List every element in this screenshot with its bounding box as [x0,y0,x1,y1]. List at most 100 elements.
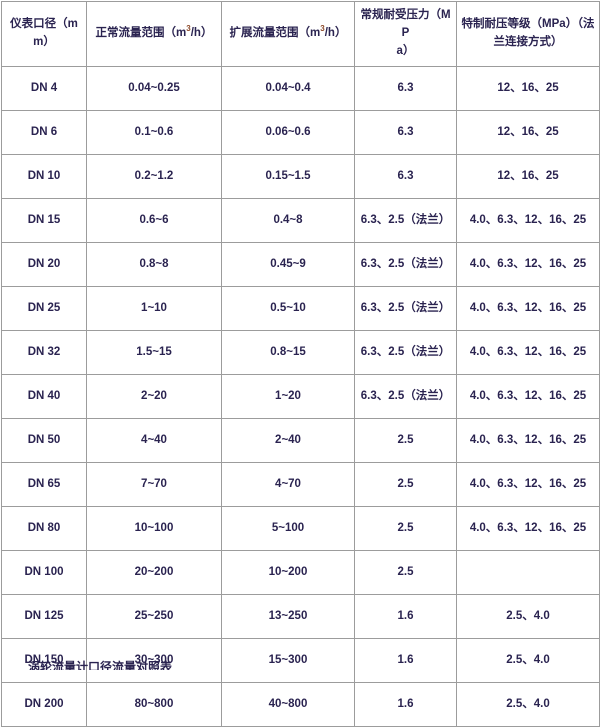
cell-standard-pressure: 6.3 [354,110,457,155]
table-row: DN 200 80~800 40~800 1.6 2.5、4.0 [1,682,600,727]
table-row: DN 15 0.6~6 0.4~8 6.3、2.5（法兰） 4.0、6.3、12、16、… [1,198,600,243]
table-row: DN 40 2~20 1~20 6.3、2.5（法兰） 4.0、6.3、12、16、25 [1,374,600,419]
column-header-extended-flow-range: 扩展流量范围（m3/h） [221,1,355,67]
cell-normal-flow-range: 4~40 [86,418,222,463]
cell-standard-pressure: 6.3、2.5（法兰） [354,198,457,243]
cell-extended-flow-range: 40~800 [221,682,355,727]
column-header-normal-flow-range-suffix: /h） [190,27,213,40]
cell-extended-flow-range: 5~100 [221,506,355,551]
cell-normal-flow-range: 10~100 [86,506,222,551]
column-header-extended-flow-range-text: 扩展流量范围（m [229,27,321,40]
cell-standard-pressure: 6.3、2.5（法兰） [354,330,457,375]
column-header-standard-pressure: 常规耐受压力（MP a） [354,1,457,67]
cell-nominal-diameter: DN 40 [1,374,87,419]
cell-special-pressure: 4.0、6.3、12、16、25 [456,506,600,551]
cell-nominal-diameter: DN 25 [1,286,87,331]
cell-special-pressure: 12、16、25 [456,110,600,155]
table-row: DN 6 0.1~0.6 0.06~0.6 6.3 12、16、25 [1,110,600,155]
cell-nominal-diameter: DN 6 [1,110,87,155]
table-row: DN 50 4~40 2~40 2.5 4.0、6.3、12、16、25 [1,418,600,463]
cell-standard-pressure: 6.3 [354,66,457,111]
column-header-special-pressure-line1: 特制耐压等级（MPa）（法 [461,18,595,31]
table-row: DN 65 7~70 4~70 2.5 4.0、6.3、12、16、25 [1,462,600,507]
cell-normal-flow-range: 20~200 [86,550,222,595]
cell-normal-flow-range: 0.04~0.25 [86,66,222,111]
cell-nominal-diameter: DN 125 [1,594,87,639]
column-header-nominal-diameter: 仪表口径（m m） [1,1,87,67]
cell-extended-flow-range: 0.4~8 [221,198,355,243]
cell-nominal-diameter: DN 50 [1,418,87,463]
table-row: DN 32 1.5~15 0.8~15 6.3、2.5（法兰） 4.0、6.3、12、1… [1,330,600,375]
cell-special-pressure: 4.0、6.3、12、16、25 [456,418,600,463]
cell-nominal-diameter: DN 32 [1,330,87,375]
cell-extended-flow-range: 0.8~15 [221,330,355,375]
table-body: DN 4 0.04~0.25 0.04~0.4 6.3 12、16、25 DN 6 0.1~… [1,66,600,727]
cell-nominal-diameter: DN 4 [1,66,87,111]
cell-special-pressure: 4.0、6.3、12、16、25 [456,286,600,331]
column-header-normal-flow-range-text: 正常流量范围（m [95,27,187,40]
cell-standard-pressure: 2.5 [354,462,457,507]
cell-standard-pressure: 1.6 [354,594,457,639]
cell-standard-pressure: 6.3、2.5（法兰） [354,374,457,419]
cell-nominal-diameter: DN 200 [1,682,87,727]
cell-special-pressure: 4.0、6.3、12、16、25 [456,242,600,287]
column-header-special-pressure: 特制耐压等级（MPa）（法 兰连接方式） [456,1,600,67]
column-header-special-pressure-line2: 兰连接方式） [493,36,563,48]
cell-extended-flow-range: 0.06~0.6 [221,110,355,155]
cell-extended-flow-range: 2~40 [221,418,355,463]
cell-standard-pressure: 6.3、2.5（法兰） [354,242,457,287]
cell-nominal-diameter: DN 100 [1,550,87,595]
cell-normal-flow-range: 0.8~8 [86,242,222,287]
cell-normal-flow-range: 0.1~0.6 [86,110,222,155]
cell-special-pressure: 4.0、6.3、12、16、25 [456,462,600,507]
cell-special-pressure: 2.5、4.0 [456,682,600,727]
cell-standard-pressure: 6.3 [354,154,457,199]
cell-special-pressure: 4.0、6.3、12、16、25 [456,198,600,243]
table-row: DN 4 0.04~0.25 0.04~0.4 6.3 12、16、25 [1,66,600,111]
cell-special-pressure: 12、16、25 [456,66,600,111]
cell-standard-pressure: 6.3、2.5（法兰） [354,286,457,331]
table-row: DN 100 20~200 10~200 2.5 [1,550,600,595]
cell-normal-flow-range: 0.6~6 [86,198,222,243]
cell-standard-pressure: 2.5 [354,418,457,463]
column-header-nominal-diameter-line2: m） [33,36,55,48]
cell-special-pressure: 12、16、25 [456,154,600,199]
table-row: DN 125 25~250 13~250 1.6 2.5、4.0 [1,594,600,639]
cell-normal-flow-range: 80~800 [86,682,222,727]
cell-special-pressure: 2.5、4.0 [456,594,600,639]
cell-extended-flow-range: 0.04~0.4 [221,66,355,111]
cell-extended-flow-range: 10~200 [221,550,355,595]
column-header-nominal-diameter-line1: 仪表口径（m [10,18,78,31]
table-header: 仪表口径（m m） 正常流量范围（m3/h） 扩展流量范围（m3/h） 常规耐受… [1,1,600,67]
superscript-three-extended: 3 [320,24,325,34]
column-header-standard-pressure-line2: a） [396,44,415,57]
superscript-three-normal: 3 [186,24,191,34]
cell-nominal-diameter: DN 20 [1,242,87,287]
cell-normal-flow-range: 25~250 [86,594,222,639]
cell-nominal-diameter: DN 10 [1,154,87,199]
table-row: DN 20 0.8~8 0.45~9 6.3、2.5（法兰） 4.0、6.3、12、16… [1,242,600,287]
cell-nominal-diameter: DN 15 [1,198,87,243]
cell-nominal-diameter: DN 65 [1,462,87,507]
table-row: DN 25 1~10 0.5~10 6.3、2.5（法兰） 4.0、6.3、12、16、… [1,286,600,331]
cell-special-pressure: 4.0、6.3、12、16、25 [456,374,600,419]
cell-extended-flow-range: 0.45~9 [221,242,355,287]
cell-normal-flow-range: 2~20 [86,374,222,419]
column-header-normal-flow-range: 正常流量范围（m3/h） [86,1,222,67]
table-row: DN 10 0.2~1.2 0.15~1.5 6.3 12、16、25 [1,154,600,199]
cell-extended-flow-range: 1~20 [221,374,355,419]
cell-normal-flow-range: 7~70 [86,462,222,507]
cell-nominal-diameter: DN 80 [1,506,87,551]
cell-normal-flow-range: 1.5~15 [86,330,222,375]
column-header-standard-pressure-line1: 常规耐受压力（MP [360,9,451,40]
cell-special-pressure: 2.5、4.0 [456,638,600,683]
cell-normal-flow-range: 1~10 [86,286,222,331]
cell-extended-flow-range: 4~70 [221,462,355,507]
cell-standard-pressure: 2.5 [354,550,457,595]
cell-extended-flow-range: 13~250 [221,594,355,639]
cell-extended-flow-range: 0.15~1.5 [221,154,355,199]
cell-standard-pressure: 2.5 [354,506,457,551]
cell-special-pressure [456,550,600,595]
header-row: 仪表口径（m m） 正常流量范围（m3/h） 扩展流量范围（m3/h） 常规耐受… [1,1,600,67]
